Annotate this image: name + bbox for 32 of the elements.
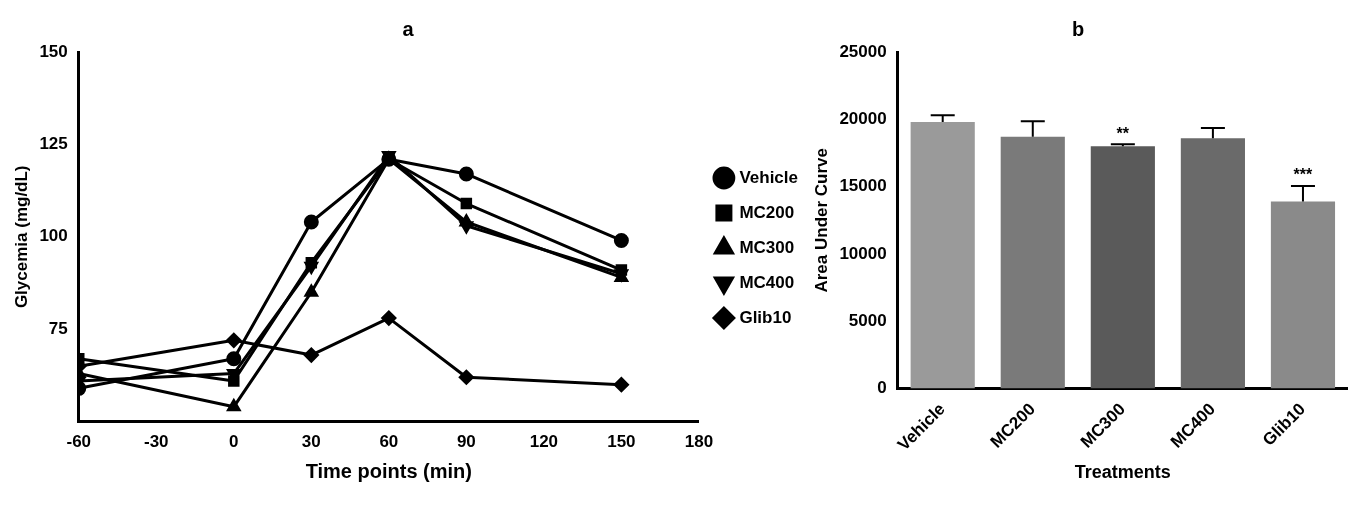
- x-tick-label: -60: [66, 432, 92, 452]
- y-tick-label: 100: [39, 226, 68, 246]
- y-axis-title: Area Under Curve: [811, 147, 831, 293]
- chart-title: a: [402, 17, 415, 40]
- legend-label: Glib10: [739, 307, 792, 327]
- x-tick-label: 150: [607, 432, 636, 452]
- legend-label: MC200: [739, 202, 795, 222]
- x-tick-label: 30: [301, 432, 321, 452]
- y-tick-label: 15000: [839, 176, 887, 196]
- x-tick-label: 180: [684, 432, 714, 452]
- y-tick-label: 125: [39, 134, 68, 154]
- x-tick-label: 60: [379, 432, 399, 452]
- x-tick-label: 90: [456, 432, 476, 452]
- legend-label: Vehicle: [739, 167, 799, 187]
- x-axis-title: Treatments: [1074, 462, 1171, 483]
- y-tick-label: 10000: [839, 243, 887, 263]
- y-tick-label: 75: [48, 318, 68, 338]
- y-tick-label: 0: [877, 378, 887, 398]
- legend-label: MC300: [739, 237, 795, 257]
- y-tick-label: 150: [39, 41, 68, 61]
- y-tick-label: 25000: [839, 41, 887, 61]
- annotation: ***: [1293, 166, 1314, 184]
- legend-label: MC400: [739, 272, 795, 292]
- x-tick-label: -30: [143, 432, 169, 452]
- annotation: **: [1116, 124, 1130, 142]
- chart-title: b: [1071, 17, 1085, 40]
- x-axis-title: Time points (min): [305, 459, 472, 482]
- y-axis-title: Glycemia (mg/dL): [11, 165, 31, 309]
- y-tick-label: 20000: [839, 109, 887, 128]
- x-tick-label: 120: [529, 432, 559, 452]
- x-tick-label: 0: [229, 432, 239, 452]
- y-tick-label: 5000: [848, 310, 887, 330]
